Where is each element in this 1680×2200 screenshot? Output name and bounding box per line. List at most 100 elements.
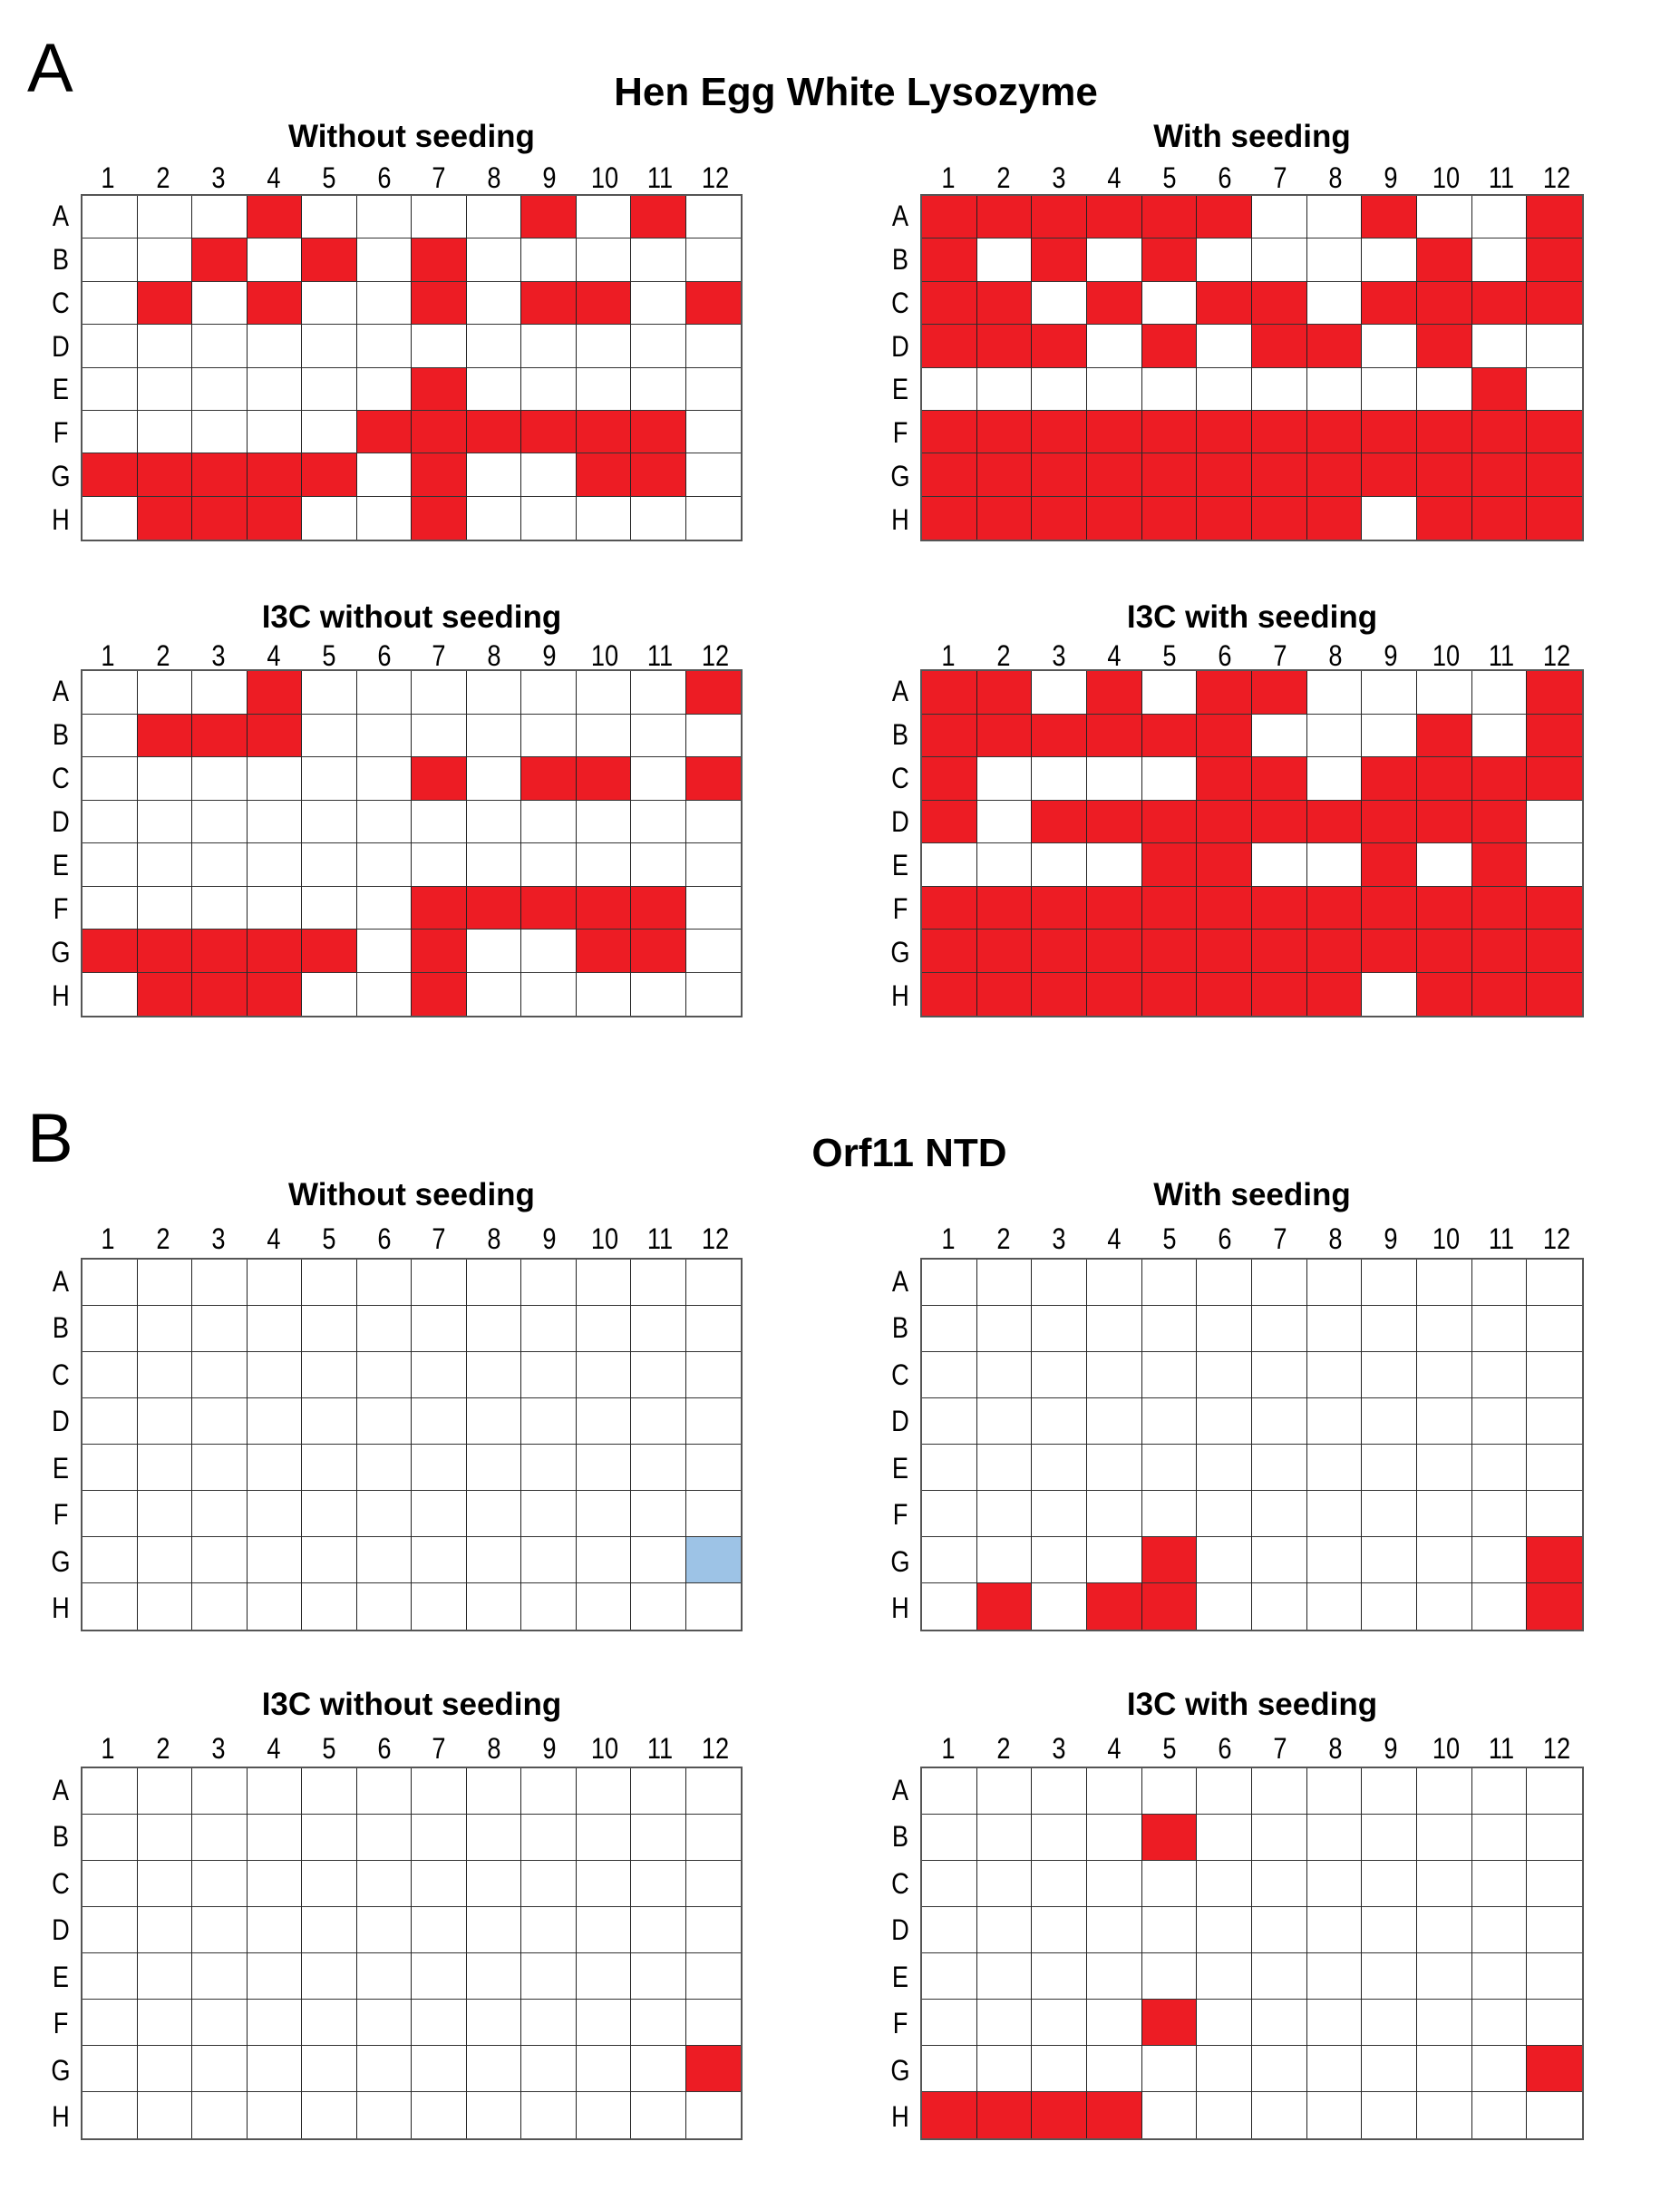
well-G7 (412, 2046, 467, 2092)
plate-title: I3C with seeding (1126, 1687, 1378, 1722)
well-F5 (302, 410, 357, 454)
row-label: F (892, 1498, 908, 1532)
row-label: H (891, 2100, 909, 2134)
row-label: G (51, 936, 71, 969)
well-E6 (356, 367, 412, 411)
well-F5 (1141, 410, 1198, 454)
column-label: 2 (995, 1732, 1011, 1765)
column-label: 11 (646, 1732, 673, 1765)
well-E5 (1141, 367, 1198, 411)
well-C3 (192, 281, 248, 326)
well-B4 (247, 1815, 302, 1861)
well-B6 (356, 1306, 412, 1352)
well-A3 (1032, 1260, 1087, 1306)
well-G4 (247, 1537, 302, 1583)
well-plate (920, 1258, 1584, 1631)
row-label: E (52, 373, 70, 406)
well-G11 (631, 1537, 686, 1583)
well-C12 (685, 1861, 741, 1907)
row-label: C (52, 286, 70, 319)
well-F4 (247, 1491, 302, 1537)
row-label: F (892, 2007, 908, 2040)
well-H12 (1527, 1583, 1582, 1630)
well-G3 (192, 453, 248, 497)
column-label: 2 (156, 1222, 170, 1255)
well-A2 (137, 1768, 192, 1815)
well-B1 (83, 1815, 138, 1861)
well-B9 (521, 1306, 577, 1352)
well-A1 (83, 671, 138, 715)
well-B8 (1306, 714, 1363, 757)
column-label: 3 (211, 1732, 226, 1765)
well-A5 (302, 1260, 357, 1306)
well-F9 (521, 2000, 577, 2046)
column-label: 4 (1106, 639, 1122, 672)
well-B5 (1141, 238, 1198, 282)
well-C9 (1362, 1352, 1417, 1398)
well-E11 (631, 367, 686, 411)
well-D5 (302, 1398, 357, 1445)
well-C3 (192, 1352, 248, 1398)
well-G12 (1527, 453, 1582, 497)
well-G8 (1306, 2046, 1363, 2092)
well-F9 (1362, 410, 1417, 454)
row-label: C (52, 762, 70, 794)
well-C9 (521, 1861, 577, 1907)
well-A2 (976, 1768, 1033, 1815)
well-F4 (1087, 2000, 1142, 2046)
well-A3 (192, 671, 248, 715)
well-F9 (1362, 886, 1417, 930)
well-C6 (356, 1352, 412, 1398)
well-A4 (1087, 1260, 1142, 1306)
well-A5 (302, 671, 357, 715)
well-D8 (1306, 1907, 1363, 1953)
well-B5 (302, 714, 357, 757)
column-label: 9 (1383, 1222, 1398, 1255)
well-D6 (1197, 1398, 1252, 1445)
row-label: H (52, 1592, 70, 1625)
well-plate (81, 194, 743, 541)
well-E2 (976, 1953, 1033, 2000)
well-A2 (976, 1260, 1033, 1306)
well-F2 (137, 410, 192, 454)
column-label: 12 (1542, 161, 1570, 194)
row-label: A (891, 199, 909, 232)
well-B4 (247, 238, 302, 282)
well-C11 (1471, 281, 1528, 326)
well-D4 (247, 1907, 302, 1953)
well-F12 (685, 886, 741, 930)
well-A9 (1362, 1768, 1417, 1815)
well-A2 (137, 196, 192, 239)
well-C9 (1362, 757, 1417, 801)
well-B8 (466, 1815, 521, 1861)
well-C1 (922, 281, 977, 326)
well-G4 (247, 2046, 302, 2092)
well-E9 (1362, 843, 1417, 887)
well-C10 (576, 281, 631, 326)
well-A1 (922, 671, 977, 715)
well-D3 (192, 325, 248, 368)
well-F1 (922, 2000, 977, 2046)
well-C6 (1197, 757, 1252, 801)
well-G5 (302, 453, 357, 497)
well-E3 (1032, 843, 1087, 887)
column-label: 6 (1217, 639, 1232, 672)
well-F1 (922, 410, 977, 454)
well-D2 (137, 1907, 192, 1953)
row-label: F (53, 1498, 69, 1532)
well-F4 (1087, 410, 1142, 454)
column-label: 11 (646, 639, 673, 672)
well-D7 (412, 1398, 467, 1445)
well-F3 (192, 410, 248, 454)
row-label: E (891, 1960, 909, 1993)
well-D10 (576, 800, 631, 843)
well-G7 (412, 1537, 467, 1583)
row-label: A (52, 1264, 70, 1298)
well-D4 (1087, 1398, 1142, 1445)
well-B8 (466, 238, 521, 282)
well-F10 (576, 886, 631, 930)
well-E7 (1252, 1953, 1307, 2000)
well-G12 (1527, 930, 1582, 973)
well-G1 (922, 453, 977, 497)
well-G8 (466, 1537, 521, 1583)
